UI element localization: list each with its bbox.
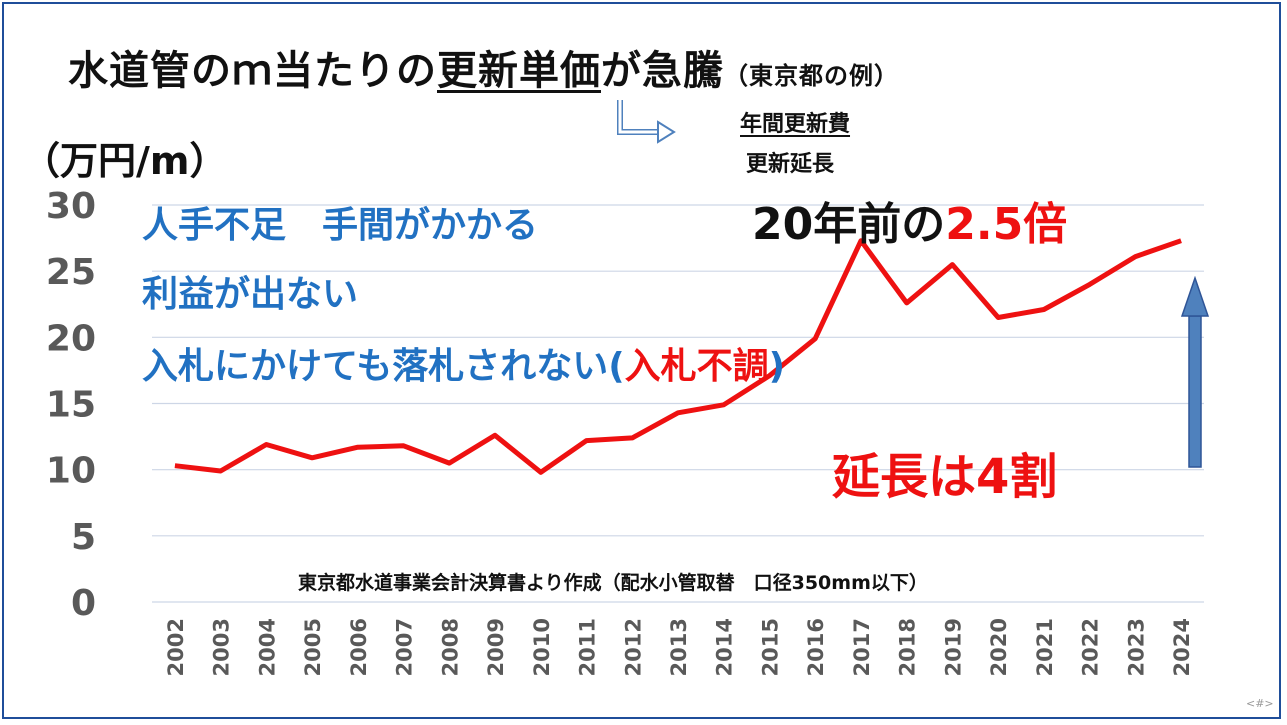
y-tick-label: 5	[71, 517, 96, 558]
x-tick-label: 2009	[484, 618, 508, 676]
x-tick-label: 2023	[1124, 618, 1148, 676]
x-tick-label: 2022	[1079, 618, 1103, 676]
formula-denominator: 更新延長	[746, 152, 835, 177]
x-tick-label: 2016	[804, 618, 828, 676]
length-note: 延長は4割	[832, 449, 1058, 505]
x-tick-label: 2005	[301, 618, 325, 676]
x-tick-label: 2017	[850, 618, 874, 676]
x-tick-label: 2013	[667, 618, 691, 676]
page-number: <#>	[1246, 697, 1274, 710]
x-tick-label: 2008	[438, 618, 462, 676]
x-tick-label: 2019	[941, 618, 965, 676]
source-note: 東京都水道事業会計決算書より作成（配水小管取替 口径350mm以下）	[298, 572, 928, 594]
gridlines	[152, 204, 1204, 603]
x-tick-label: 2007	[393, 618, 417, 676]
series-line	[174, 238, 1182, 475]
y-tick-label: 0	[71, 583, 96, 624]
title-part2: が急騰	[601, 48, 724, 94]
comparison-note: 20年前の2.5倍	[752, 199, 1068, 250]
x-tick-label: 2002	[164, 618, 188, 676]
title-sub: （東京都の例）	[724, 62, 899, 90]
x-tick-label: 2006	[347, 618, 371, 676]
x-tick-label: 2003	[210, 618, 234, 676]
x-tick-label: 2014	[713, 618, 737, 676]
y-tick-label: 10	[46, 451, 96, 492]
x-tick-label: 2004	[255, 618, 279, 676]
note-no-profit: 利益が出ない	[142, 274, 359, 315]
x-tick-label: 2015	[758, 618, 782, 676]
note-labor-shortage: 人手不足 手間がかかる	[142, 205, 539, 246]
page-title: 水道管のｍ当たりの更新単価が急騰（東京都の例）	[68, 38, 899, 96]
up-arrow-icon	[1180, 275, 1210, 475]
note-failed-bids: 入札にかけても落札されない(入札不調)	[142, 346, 786, 387]
y-axis-unit: （万円/m）	[22, 139, 228, 183]
x-tick-label: 2021	[1033, 618, 1057, 676]
x-axis-ticks: 2002 2003 2004 2005 2006 2007 2008 2009 2010 2011…	[164, 618, 1194, 676]
x-tick-label: 2018	[896, 618, 920, 676]
x-tick-label: 2024	[1170, 618, 1194, 676]
x-tick-label: 2010	[530, 618, 554, 676]
y-tick-label: 30	[46, 186, 96, 227]
y-tick-label: 20	[46, 318, 96, 359]
y-tick-label: 15	[46, 385, 96, 426]
title-underlined: 更新単価	[437, 48, 601, 94]
x-tick-label: 2020	[987, 618, 1011, 676]
y-axis-ticks: 0 5 10 15 20 25 30	[46, 186, 96, 624]
comparison-value: 2.5倍	[945, 199, 1068, 250]
x-tick-label: 2012	[621, 618, 645, 676]
formula-numerator: 年間更新費	[740, 112, 851, 137]
failed-bid-label: 入札不調	[624, 346, 769, 387]
title-part1: 水道管のｍ当たりの	[68, 48, 437, 94]
bent-arrow-icon	[612, 96, 682, 150]
y-tick-label: 25	[46, 252, 96, 293]
x-tick-label: 2011	[576, 618, 600, 676]
